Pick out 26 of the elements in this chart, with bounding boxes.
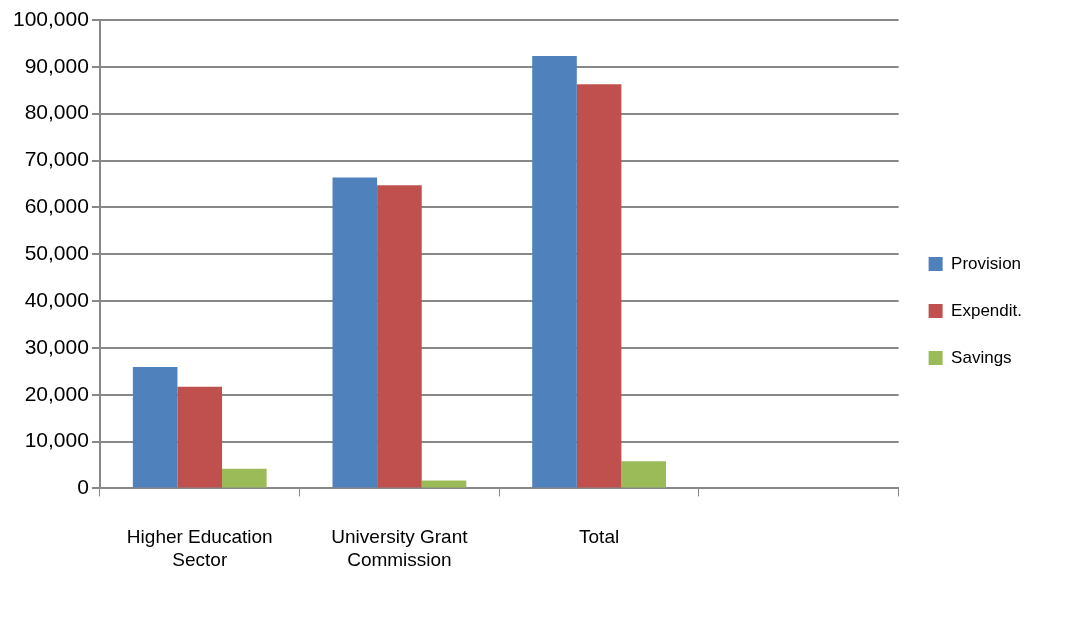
x-tick-label: Total xyxy=(579,526,620,548)
legend-label: Provision xyxy=(951,253,1022,273)
y-tick-label: 100,000 xyxy=(12,6,89,30)
x-tick-label: University Grant Commission xyxy=(331,526,469,570)
x-tick-label: Higher Education Sector xyxy=(126,526,273,570)
y-tick-label: 20,000 xyxy=(24,381,89,405)
bar xyxy=(621,461,666,488)
bar xyxy=(377,185,422,488)
bar xyxy=(332,177,378,488)
bar xyxy=(421,480,467,488)
y-tick-label: 40,000 xyxy=(24,287,89,311)
legend-label: Savings xyxy=(951,347,1012,367)
y-tick-label: 70,000 xyxy=(24,147,89,171)
legend-label: Expendit. xyxy=(951,300,1023,320)
y-tick-label: 0 xyxy=(77,475,89,499)
y-tick-label: 60,000 xyxy=(24,194,89,218)
y-tick-label: 90,000 xyxy=(24,53,89,77)
y-tick-label: 50,000 xyxy=(24,241,89,264)
y-tick-label: 10,000 xyxy=(24,428,89,452)
y-tick-label: 80,000 xyxy=(24,100,89,124)
bar xyxy=(222,468,267,488)
bar xyxy=(576,84,622,488)
bar xyxy=(132,367,178,488)
bar xyxy=(532,56,577,488)
bar xyxy=(177,386,223,488)
y-tick-label: 30,000 xyxy=(24,334,89,358)
